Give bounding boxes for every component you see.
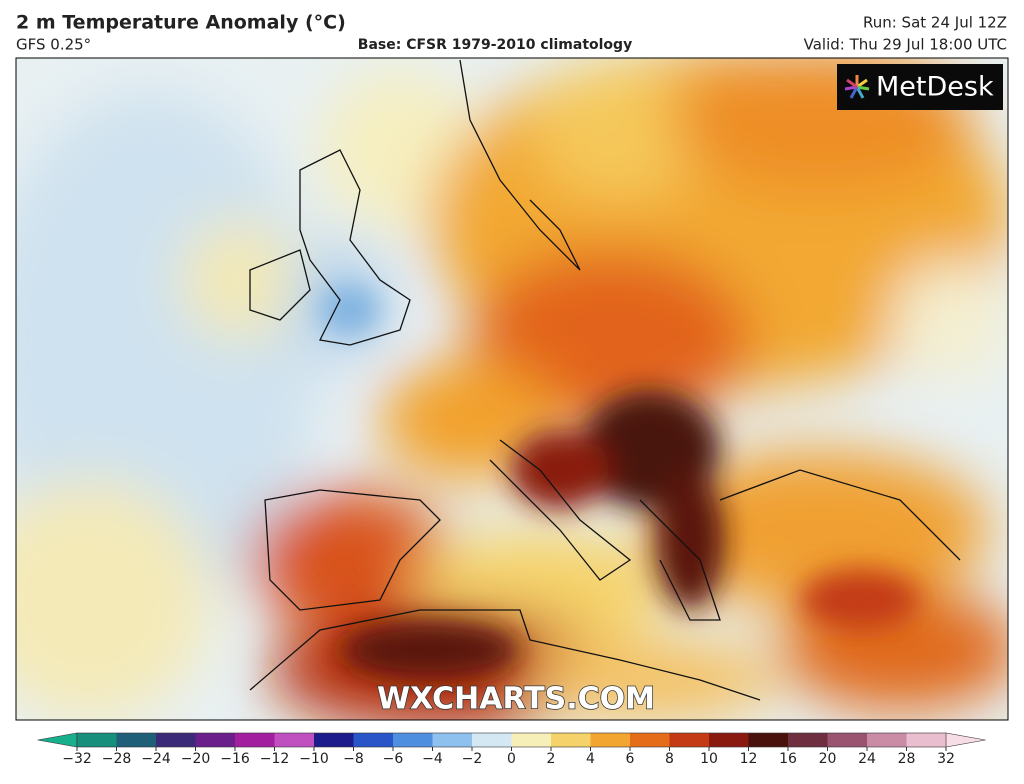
colorbar-tick-label: −24 bbox=[141, 751, 171, 767]
colorbar-tick-label: 8 bbox=[665, 751, 674, 767]
colorbar-tick-label: 6 bbox=[626, 751, 635, 767]
colorbar-tick-label: 4 bbox=[586, 751, 595, 767]
colorbar-segment bbox=[314, 733, 354, 747]
colorbar-segment bbox=[432, 733, 473, 747]
colorbar-tick-label: −6 bbox=[383, 751, 404, 767]
colorbar-tick-label: −28 bbox=[102, 751, 132, 767]
colorbar-segment bbox=[630, 733, 670, 747]
colorbar-segment bbox=[748, 733, 789, 747]
colorbar-tick-label: 2 bbox=[547, 751, 556, 767]
colorbar-segment bbox=[235, 733, 275, 747]
colorbar-segment bbox=[393, 733, 433, 747]
map: MetDesk WXCHARTS.COM bbox=[16, 58, 1008, 720]
valid: Valid: Thu 29 Jul 18:00 UTC bbox=[804, 36, 1007, 54]
colorbar-tick-label: 28 bbox=[898, 751, 916, 767]
colorbar-segment bbox=[867, 733, 907, 747]
colorbar-segment bbox=[274, 733, 315, 747]
colorbar-tick-label: −2 bbox=[462, 751, 483, 767]
run: Run: Sat 24 Jul 12Z bbox=[863, 14, 1007, 32]
base: Base: CFSR 1979-2010 climatology bbox=[358, 37, 632, 53]
colorbar-under bbox=[37, 732, 78, 748]
colorbar-over bbox=[945, 732, 986, 748]
colorbar-segment bbox=[669, 733, 710, 747]
colorbar-segment bbox=[788, 733, 828, 747]
colorbar-tick-label: 10 bbox=[700, 751, 718, 767]
colorbar-tick-label: 32 bbox=[937, 751, 955, 767]
logo: MetDesk bbox=[876, 72, 994, 103]
colorbar-tick-label: −10 bbox=[299, 751, 329, 767]
colorbar-segment bbox=[906, 733, 947, 747]
colorbar-segment bbox=[511, 733, 552, 747]
colorbar-tick-label: −32 bbox=[62, 751, 92, 767]
colorbar-segment bbox=[156, 733, 196, 747]
colorbar-segment bbox=[590, 733, 631, 747]
colorbar-segment bbox=[472, 733, 512, 747]
colorbar-segment bbox=[353, 733, 394, 747]
model: GFS 0.25° bbox=[16, 36, 91, 54]
title: 2 m Temperature Anomaly (°C) bbox=[16, 12, 346, 34]
colorbar-segment bbox=[709, 733, 749, 747]
colorbar-tick-label: −12 bbox=[260, 751, 290, 767]
colorbar: −32 −28 −24 −20 −16 −12 −10 −8 −6 −4 −2 0 2 4 6 8 10 12 16… bbox=[37, 732, 986, 767]
colorbar-tick-label: 16 bbox=[779, 751, 797, 767]
colorbar-segment bbox=[551, 733, 591, 747]
colorbar-tick-label: 0 bbox=[507, 751, 516, 767]
colorbar-tick-label: −4 bbox=[422, 751, 443, 767]
watermark: WXCHARTS.COM bbox=[377, 682, 655, 717]
colorbar-tick-label: −16 bbox=[220, 751, 250, 767]
colorbar-segment bbox=[77, 733, 117, 747]
colorbar-tick-label: 24 bbox=[858, 751, 876, 767]
colorbar-tick-label: −8 bbox=[343, 751, 364, 767]
colorbar-tick-label: −20 bbox=[181, 751, 211, 767]
colorbar-segment bbox=[195, 733, 236, 747]
colorbar-tick-label: 12 bbox=[740, 751, 758, 767]
colorbar-segment bbox=[116, 733, 157, 747]
colorbar-tick-label: 20 bbox=[819, 751, 837, 767]
colorbar-segment bbox=[827, 733, 868, 747]
